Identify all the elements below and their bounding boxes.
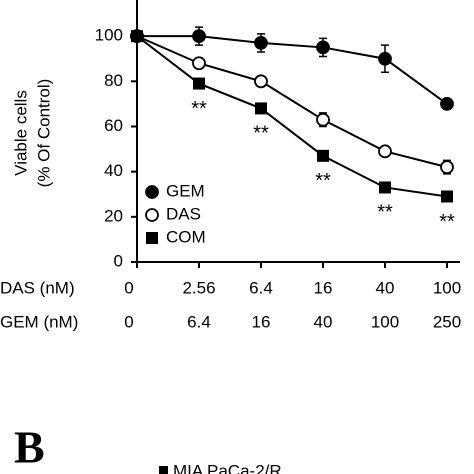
marker — [317, 149, 329, 162]
marker — [316, 40, 330, 55]
legend-marker — [145, 185, 159, 199]
y-tick-label: 40 — [104, 161, 123, 180]
x-tick-label: 40 — [376, 278, 395, 297]
y-tick-label: 100 — [95, 26, 123, 45]
legend-text-b: MIA PaCa-2/R — [173, 461, 282, 474]
legend-marker — [146, 232, 158, 244]
marker — [440, 96, 454, 111]
y-tick-label: 80 — [104, 71, 123, 90]
y-axis-label: Viable cells — [11, 90, 30, 176]
significance: ** — [439, 211, 455, 233]
x-tick-label: 250 — [433, 312, 461, 331]
marker — [378, 51, 392, 66]
legend-label: GEM — [166, 181, 205, 200]
legend-marker-b — [159, 466, 168, 474]
x-tick-label: 40 — [314, 312, 333, 331]
y-tick-label: 60 — [104, 116, 123, 135]
marker — [440, 160, 454, 175]
marker — [379, 181, 391, 194]
significance: ** — [315, 170, 331, 192]
significance: ** — [377, 202, 393, 224]
series-line — [136, 35, 448, 198]
marker — [131, 30, 143, 43]
x-tick-label: 16 — [314, 278, 333, 297]
x-row-label: DAS (nM) — [0, 278, 75, 297]
marker — [193, 77, 205, 90]
panel-label: B — [14, 422, 45, 473]
x-tick-label: 0 — [124, 278, 133, 297]
legend-label: COM — [166, 227, 206, 246]
x-tick-label: 16 — [252, 312, 271, 331]
x-tick-label: 0 — [124, 312, 133, 331]
y-tick-label: 20 — [104, 206, 123, 225]
x-tick-label: 2.56 — [182, 278, 215, 297]
y-tick-label: 0 — [114, 251, 123, 270]
series-line — [136, 35, 448, 169]
x-tick-label: 100 — [371, 312, 399, 331]
marker — [254, 74, 268, 89]
marker — [378, 144, 392, 159]
x-tick-label: 100 — [433, 278, 461, 297]
x-tick-label: 6.4 — [249, 278, 273, 297]
series-line — [137, 35, 448, 105]
marker — [192, 29, 206, 44]
legend-label: DAS — [166, 204, 201, 223]
significance: ** — [253, 123, 269, 145]
marker — [316, 112, 330, 127]
marker — [441, 190, 453, 203]
x-tick-label: 6.4 — [187, 312, 211, 331]
y-axis-label: (% Of Control) — [34, 79, 53, 188]
legend-marker — [145, 208, 159, 222]
marker — [255, 102, 267, 115]
x-row-label: GEM (nM) — [0, 312, 78, 331]
significance: ** — [191, 98, 207, 120]
marker — [254, 36, 268, 50]
marker — [192, 56, 206, 71]
